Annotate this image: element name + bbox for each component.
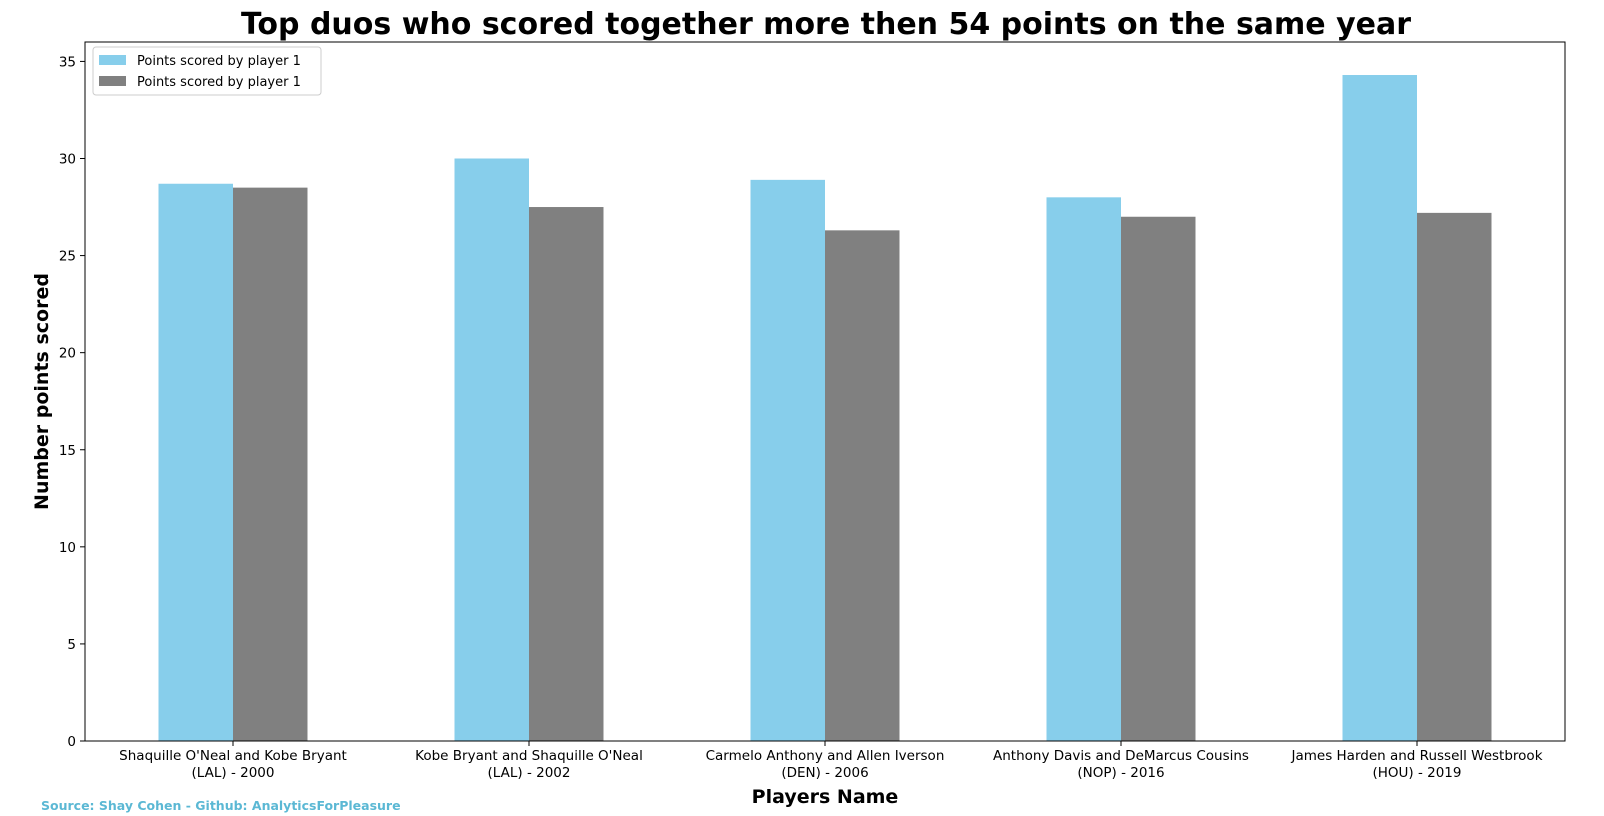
bar-series-2-5 [1417,212,1492,741]
y-tick-label-7: 35 [59,54,76,70]
x-tick-label-3: Anthony Davis and DeMarcus Cousins (NOP) … [993,748,1249,781]
x-tick-label-0: Shaquille O'Neal and Kobe Bryant (LAL) - … [119,748,347,781]
legend-label-2: Points scored by player 1 [137,75,301,90]
bar-series-2-1 [233,187,308,742]
x-tick-label-1: Kobe Bryant and Shaquille O'Neal (LAL) - … [415,748,643,781]
bar-series-2-2 [529,207,604,742]
bar-series-1-5 [1342,75,1417,741]
plot-area: 0 5 10 15 20 25 30 35 Shaquille O'Neal and Kobe … [59,41,1566,781]
y-tick-label-4: 20 [59,346,76,362]
legend-box [92,46,322,96]
legend-swatch-2 [99,76,126,86]
bar-series-2-4 [1121,216,1196,741]
legend: Points scored by player 1 Points scored b… [92,46,322,96]
x-tick-label-4: James Harden and Russell Westbrook (HOU) … [1290,748,1542,781]
bar-series-2-3 [825,230,900,741]
legend-label-1: Points scored by player 1 [137,54,301,69]
y-tick-label-5: 25 [59,249,76,265]
y-tick-label-0: 0 [67,734,76,750]
legend-swatch-1 [99,55,126,65]
x-tick-label-2: Carmelo Anthony and Allen Iverson (DEN) -… [706,748,945,781]
bar-series-1-2 [454,158,529,741]
source-note: Source: Shay Cohen - Github: AnalyticsFo… [41,798,401,813]
y-tick-label-2: 10 [59,540,76,556]
y-axis-label: Number points scored [31,273,53,510]
y-tick-label-3: 15 [59,443,76,459]
y-tick-label-6: 30 [59,152,76,168]
x-axis-label: Players Name [752,786,899,808]
y-tick-label-1: 5 [67,637,76,653]
bar-series-1-1 [158,183,233,742]
bar-series-1-4 [1046,197,1121,741]
bar-series-1-3 [750,179,825,742]
chart-title: Top duos who scored together more then 5… [241,7,1411,42]
